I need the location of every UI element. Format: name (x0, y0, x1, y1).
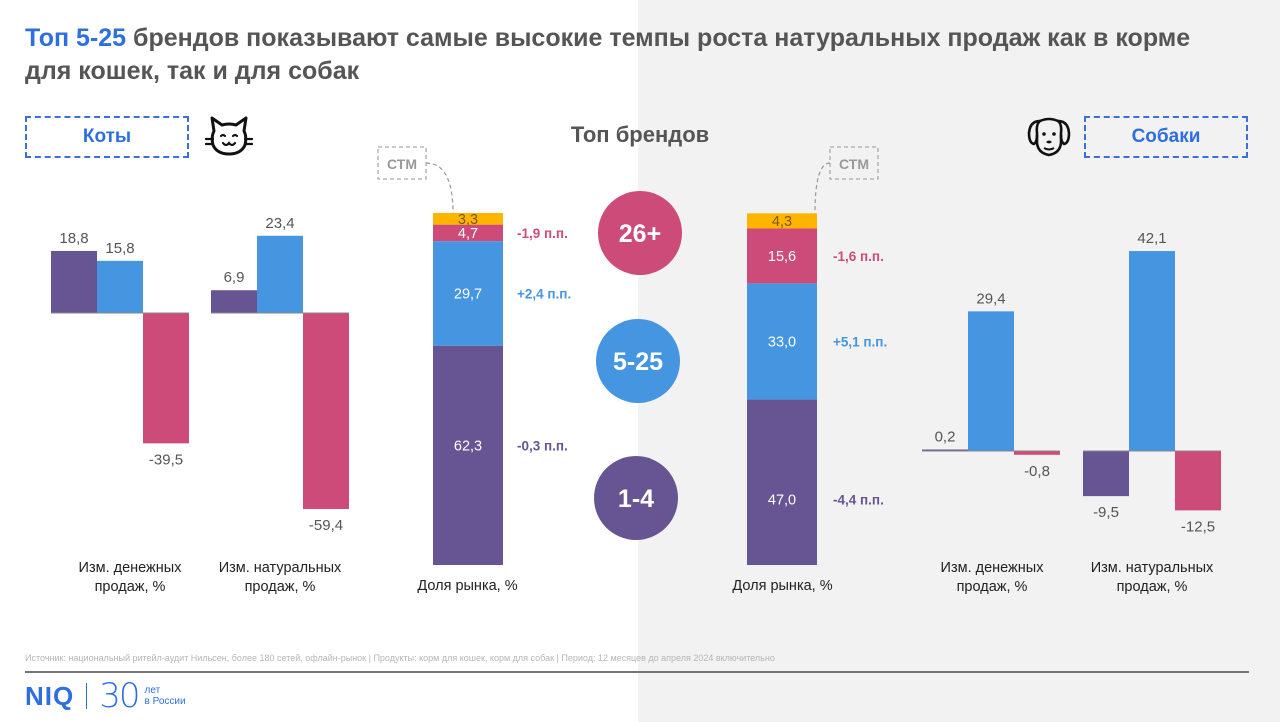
dogs-share-segment-26+ (747, 228, 817, 284)
dogs-volume-bar-26+ (1175, 451, 1221, 511)
group-circle-1-4 (594, 456, 678, 540)
group-circle-5-25 (596, 319, 680, 403)
dogs-volume-data-label: -9,5 (1093, 504, 1119, 521)
dogs-share-segment-label: 33,0 (768, 334, 796, 350)
cats-volume-data-label: 23,4 (265, 215, 294, 232)
dogs-volume-data-label: 42,1 (1137, 230, 1166, 247)
cats-volume-data-label: 6,9 (224, 269, 245, 286)
dogs-share-segment-СТМ (747, 213, 817, 229)
axis-label-line: Изм. денежных (940, 560, 1044, 576)
cats-share-change-label: -0,3 п.п. (517, 439, 568, 454)
cats-volume-data-label: -59,4 (309, 517, 343, 534)
anniversary-text: лет в России (145, 685, 186, 707)
cats-share-segment-СТМ (433, 213, 503, 225)
center-heading: Топ брендов (570, 122, 710, 147)
group-circle-label: 1-4 (618, 485, 654, 513)
cats-share-segment-label: 62,3 (454, 439, 482, 455)
cats-money-data-label: 18,8 (59, 230, 88, 247)
group-circle-label: 5-25 (613, 348, 663, 376)
dogs-money-axis-label: Изм. денежных продаж, % (912, 559, 1072, 597)
niq-wordmark: NIQ (25, 680, 75, 711)
title-rest: брендов показывают самые высокие темпы р… (25, 24, 1191, 85)
logo-separator (86, 683, 88, 709)
dogs-money-data-label: 0,2 (935, 429, 956, 446)
dogs-share-axis-label: Доля рынка, % (732, 578, 833, 594)
cats-share-stm-callout-label: СТМ (387, 156, 417, 172)
dogs-share-change-label: -1,6 п.п. (833, 249, 884, 264)
cats-share-segment-26+ (433, 224, 503, 242)
cats-volume-axis-label: Изм. натуральных продаж, % (200, 559, 360, 597)
anniversary-number: 30 (99, 676, 140, 716)
group-circle-label: 26+ (619, 220, 661, 248)
axis-label-line: продаж, % (956, 579, 1028, 595)
axis-label-line: продаж, % (244, 579, 316, 595)
axis-label-line: продаж, % (1116, 579, 1188, 595)
cats-segment-label: Коты (25, 116, 189, 158)
anniversary-line: лет (144, 685, 161, 696)
dogs-money-bar-26+ (1014, 451, 1060, 455)
dogs-share-stm-callout-label: СТМ (839, 156, 869, 172)
title-accent: Топ 5-25 (25, 24, 127, 52)
dogs-share-change-label: +5,1 п.п. (833, 334, 887, 349)
page-title: Топ 5-25 брендов показывают самые высоки… (25, 22, 1225, 88)
source-note: Источник: национальный ритейл-аудит Ниль… (25, 653, 775, 663)
cats-share-stm-connector (425, 162, 454, 214)
group-circle-26+ (598, 191, 682, 275)
dogs-money-bar-5-25 (968, 311, 1014, 451)
cats-money-data-label: -39,5 (149, 451, 183, 468)
axis-label-line: Изм. натуральных (218, 560, 342, 576)
cats-share-segment-label: 29,7 (454, 286, 482, 302)
cats-share-segment-5-25 (433, 241, 503, 346)
axis-label-line: продаж, % (94, 579, 166, 595)
cats-volume-bar-26+ (303, 313, 349, 510)
dogs-volume-axis-label: Изм. натуральных продаж, % (1072, 559, 1232, 597)
niq-logo: NIQ 30 лет в России (25, 676, 186, 716)
cats-money-axis-label: Изм. денежных продаж, % (45, 559, 215, 597)
cats-money-bar-5-25 (97, 260, 143, 313)
dogs-money-data-label: -0,8 (1024, 463, 1050, 480)
cats-share-segment-label: 4,7 (458, 226, 478, 242)
cats-share-axis-label: Доля рынка, % (417, 578, 518, 594)
cat-icon (205, 116, 253, 156)
axis-label-line: Изм. денежных (78, 560, 182, 576)
dogs-share-segment-label: 15,6 (768, 249, 796, 265)
dogs-money-bar-1-4 (922, 449, 968, 451)
footer-divider (25, 671, 1249, 673)
dogs-segment-label: Собаки (1084, 116, 1248, 158)
dogs-share-segment-label: 47,0 (768, 493, 796, 509)
dogs-share-segment-label: 4,3 (772, 214, 792, 230)
cats-share-change-label: +2,4 п.п. (517, 286, 571, 301)
dogs-money-data-label: 29,4 (976, 290, 1005, 307)
dogs-share-segment-1-4 (747, 399, 817, 565)
dogs-volume-data-label: -12,5 (1181, 518, 1215, 535)
dogs-share-stm-connector (814, 162, 831, 214)
axis-label-line: Изм. натуральных (1090, 560, 1214, 576)
cats-money-data-label: 15,8 (105, 240, 134, 257)
cats-share-segment-1-4 (433, 345, 503, 565)
dogs-share-segment-5-25 (747, 283, 817, 400)
cats-share-segment-label: 3,3 (458, 212, 478, 228)
cats-volume-bar-5-25 (257, 235, 303, 313)
dogs-volume-bar-1-4 (1083, 451, 1129, 497)
dogs-volume-bar-5-25 (1129, 251, 1175, 451)
cats-share-change-label: -1,9 п.п. (517, 226, 568, 241)
cats-money-bar-26+ (143, 313, 189, 444)
anniversary-line: в России (144, 696, 186, 707)
cats-money-bar-1-4 (51, 250, 97, 313)
cats-volume-bar-1-4 (211, 290, 257, 313)
dog-icon (1027, 117, 1071, 157)
dogs-share-change-label: -4,4 п.п. (833, 493, 884, 508)
